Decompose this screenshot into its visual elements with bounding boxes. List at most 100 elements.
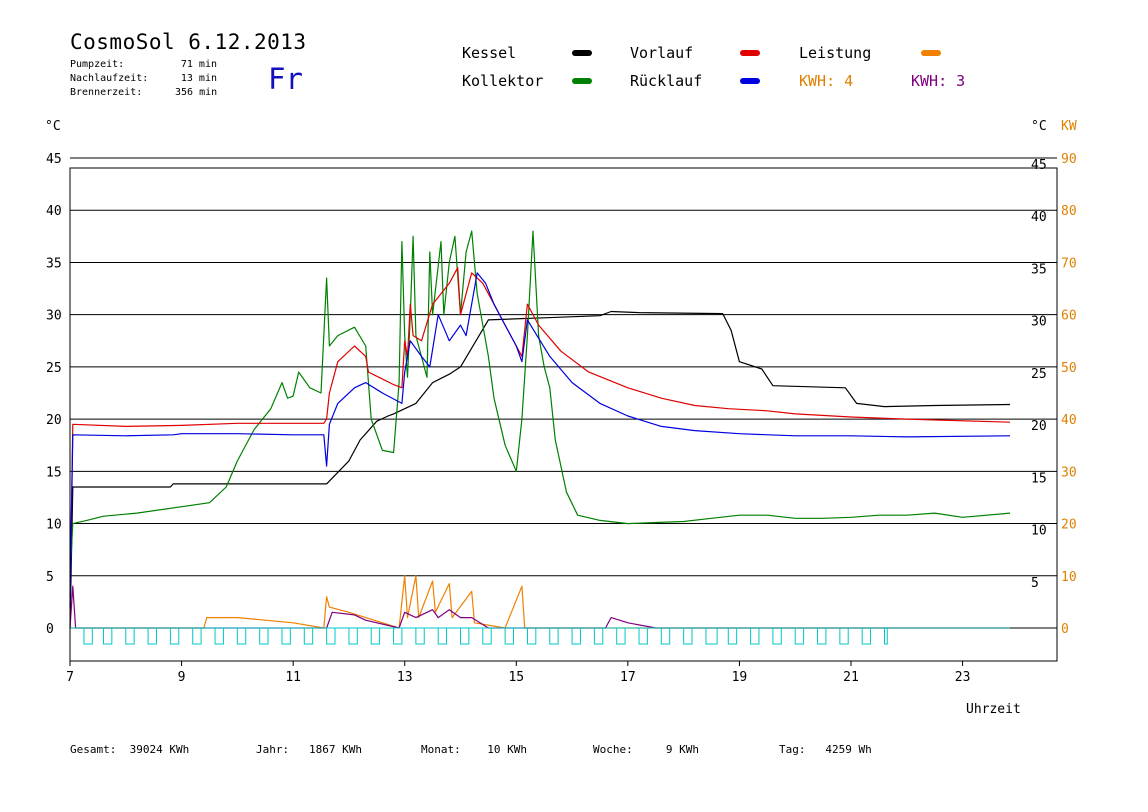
pump-pulse-19 (504, 628, 515, 645)
pump-pulse-22 (571, 628, 581, 645)
pump-pulse-2 (125, 628, 135, 645)
pump-pulse-34 (839, 628, 849, 645)
y-tick-right-5: 5 (1031, 576, 1039, 591)
x-tick-15: 15 (508, 670, 524, 685)
right-axis-unit: °C (1031, 119, 1047, 134)
series-lines (69, 230, 1011, 645)
legend-vorlauf-label: Vorlauf (630, 44, 694, 62)
pump-pulse-31 (772, 628, 782, 645)
pump-pulse-3 (147, 628, 157, 645)
pump-pulse-33 (817, 628, 827, 645)
legend-kwh1: KWH: 4 (799, 72, 854, 90)
left-axis-unit: °C (45, 119, 61, 134)
legend-leistung-swatch (921, 50, 941, 56)
pump-pulse-8 (259, 628, 269, 645)
y2-tick-80: 80 (1061, 204, 1077, 219)
pump-pulse-36 (883, 628, 888, 645)
pump-pulse-7 (236, 628, 247, 645)
weekday-label: Fr (268, 62, 303, 96)
stat-brennerzeit: Brennerzeit: 356 min (70, 87, 218, 98)
y-tick-right-45: 45 (1031, 158, 1047, 173)
plot-border (69, 167, 1058, 662)
pump-pulse-25 (638, 628, 648, 645)
pump-pulse-35 (861, 628, 872, 645)
pump-pulse-26 (660, 628, 671, 645)
stats-block: Pumpzeit: 71 min Nachlaufzeit: 13 min Bren… (70, 58, 217, 100)
series-line-3 (69, 272, 1011, 608)
pump-pulse-15 (415, 628, 425, 645)
x-tick-9: 9 (178, 670, 186, 685)
y-tick-left-20: 20 (46, 413, 62, 428)
pump-pulse-13 (370, 628, 381, 645)
stat-nachlaufzeit: Nachlaufzeit: 13 min (70, 73, 217, 84)
y2-tick-30: 30 (1061, 465, 1077, 480)
y-tick-right-40: 40 (1031, 210, 1047, 225)
pump-pulse-27 (683, 628, 693, 645)
y-tick-right-20: 20 (1031, 419, 1047, 434)
pump-pulse-24 (616, 628, 626, 645)
y2-tick-60: 60 (1061, 309, 1077, 324)
y-tick-left-45: 45 (46, 152, 62, 167)
legend-ruecklauf-label: Rücklauf (630, 72, 703, 90)
pump-pulse-6 (214, 628, 224, 645)
pump-pulse-29 (727, 628, 738, 645)
grid-lines (70, 157, 1057, 629)
x-tick-19: 19 (732, 670, 748, 685)
pump-pulse-4 (169, 628, 180, 645)
pump-pulse-1 (102, 628, 113, 645)
chart-title: CosmoSol 6.12.2013 (70, 30, 307, 54)
y-tick-left-30: 30 (46, 309, 62, 324)
pump-pulse-30 (750, 628, 760, 645)
legend-kessel-swatch (572, 50, 592, 56)
x-tick-17: 17 (620, 670, 636, 685)
legend-leistung-label: Leistung (799, 44, 872, 62)
y-tick-left-40: 40 (46, 204, 62, 219)
y-tick-right-30: 30 (1031, 315, 1047, 330)
pump-pulse-32 (794, 628, 805, 645)
pump-pulse-18 (482, 628, 492, 645)
x-tick-21: 21 (843, 670, 859, 685)
footer-monat: Monat: 10 KWh (421, 743, 527, 756)
y-tick-left-35: 35 (46, 256, 62, 271)
y2-tick-90: 90 (1061, 152, 1077, 167)
stat-pumpzeit: Pumpzeit: 71 min (70, 59, 217, 70)
pump-pulse-0 (83, 628, 93, 645)
pump-pulse-28 (705, 628, 718, 645)
legend-kollektor-swatch (572, 78, 592, 84)
pump-pulse-10 (303, 628, 314, 645)
y-tick-left-5: 5 (46, 570, 54, 585)
legend-kollektor-label: Kollektor (462, 72, 544, 90)
y-tick-right-10: 10 (1031, 524, 1047, 539)
legend-ruecklauf-swatch (740, 78, 760, 84)
pump-pulse-20 (526, 628, 537, 645)
footer-woche: Woche: 9 KWh (593, 743, 699, 756)
y2-tick-50: 50 (1061, 361, 1077, 376)
legend-kessel-label: Kessel (462, 44, 517, 62)
pump-pulse-21 (549, 628, 559, 645)
right-axis-unit-kw: KW (1061, 119, 1077, 134)
series-line-1 (69, 230, 1011, 576)
y-tick-left-0: 0 (46, 622, 54, 637)
x-tick-23: 23 (955, 670, 971, 685)
pump-pulse-14 (393, 628, 403, 645)
y-tick-right-25: 25 (1031, 367, 1047, 382)
y2-tick-0: 0 (1061, 622, 1069, 637)
y-tick-right-15: 15 (1031, 471, 1047, 486)
y2-tick-10: 10 (1061, 570, 1077, 585)
y2-tick-40: 40 (1061, 413, 1077, 428)
x-axis-label: Uhrzeit (966, 702, 1021, 717)
pump-pulse-5 (192, 628, 202, 645)
y2-tick-20: 20 (1061, 518, 1077, 533)
pump-pulse-12 (348, 628, 358, 645)
footer-gesamt: Gesamt: 39024 KWh (70, 743, 190, 756)
pump-pulse-23 (593, 628, 604, 645)
y-tick-left-25: 25 (46, 361, 62, 376)
series-line-5 (69, 585, 1010, 629)
y-tick-left-15: 15 (46, 465, 62, 480)
footer-tag: Tag: 4259 Wh (779, 743, 872, 756)
pump-pulse-17 (460, 628, 470, 645)
pump-pulse-11 (326, 628, 336, 645)
pump-pulse-16 (437, 628, 448, 645)
axis-ticks: 0 5 10 15 20 25 30 35 40 45 5 10 15 20 25 30 35 40 45 0 10 20… (46, 152, 1077, 685)
footer-jahr: Jahr: 1867 KWh (256, 743, 362, 756)
